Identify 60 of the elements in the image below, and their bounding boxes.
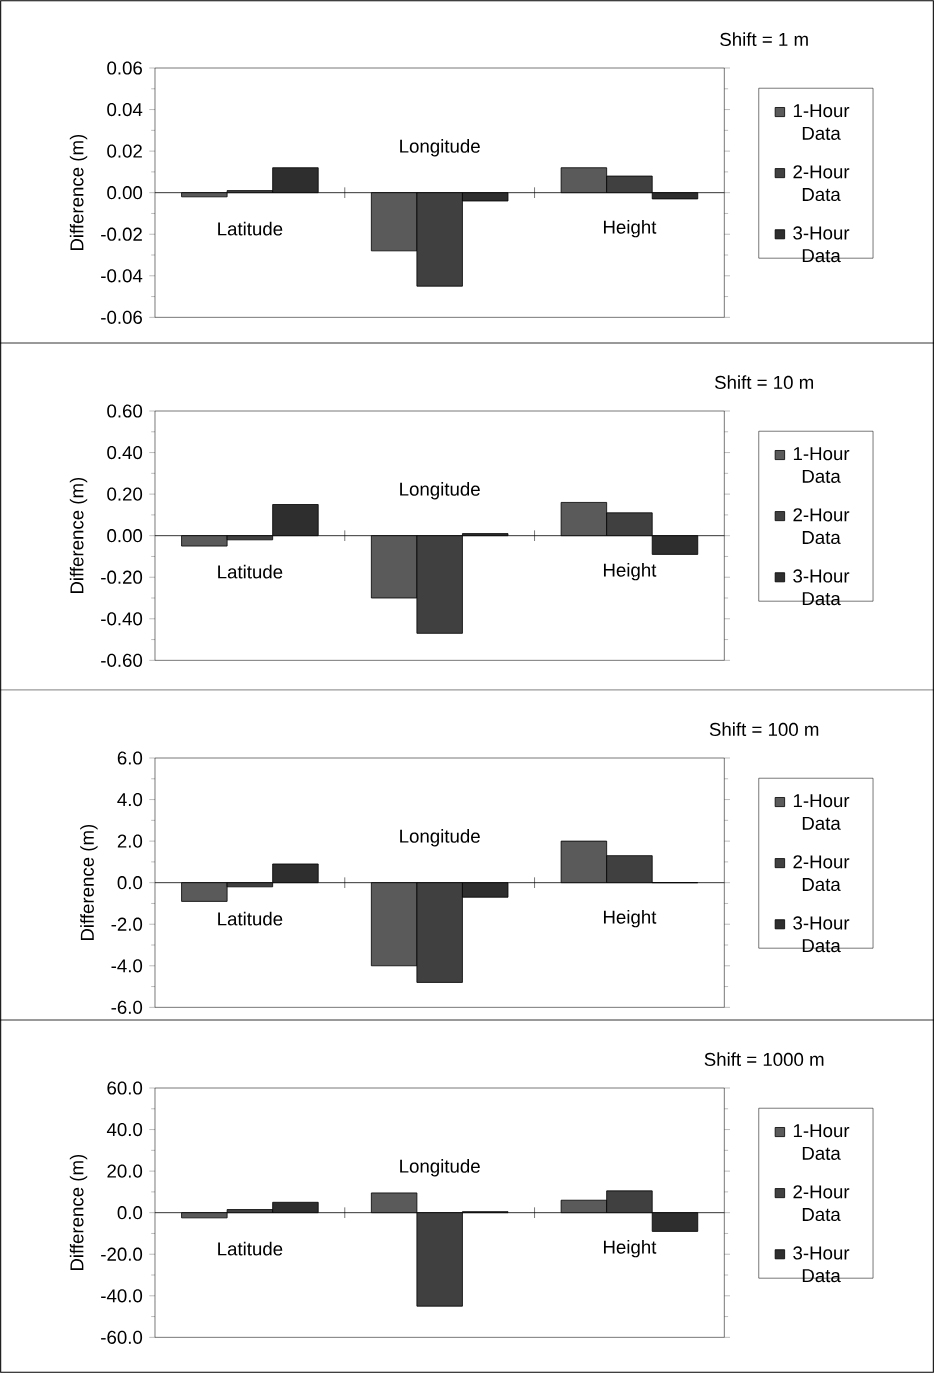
y-tick-label: -0.02 [101,227,142,241]
x-tick-label: Latitude [218,1241,283,1256]
legend-label: 3-Hour Data [793,916,850,953]
y-tick-label: -60.0 [101,1330,143,1344]
y-tick-label: 0.06 [107,61,142,75]
y-tick-label: -0.20 [101,570,143,584]
y-tick-label: 20.0 [107,1164,143,1178]
y-tick-label: -2.0 [111,917,143,931]
y-tick-label: 0.04 [107,102,143,117]
legend-label: 1-Hour Data [793,447,850,483]
legend-label: 2-Hour Data [793,855,850,892]
y-tick-label: 2.0 [117,834,143,848]
x-tick-label: Height [603,219,657,238]
text: Shift = 100 m [709,722,819,737]
x-tick-label: Longitude [400,139,480,157]
legend-label: 1-Hour Data [793,104,850,140]
y-tick-label: 0.20 [107,487,143,501]
legend-label: 2-Hour Data [793,1185,850,1222]
legend-label: 2-Hour Data [793,508,850,545]
y-tick-label: 6.0 [117,751,143,765]
legend-label: 3-Hour Data [793,569,850,606]
text: Shift = 1000 m [704,1052,824,1067]
x-tick-label: Latitude [218,221,283,236]
x-tick-label: Height [603,562,657,581]
y-tick-label: 0.40 [107,445,143,460]
y-tick-label: 0.00 [107,186,143,200]
y-axis-title: Difference (m) [69,134,88,251]
legend-label: 2-Hour Data [793,165,850,202]
legend-label: 1-Hour Data [793,1124,850,1160]
y-tick-label: 4.0 [117,792,143,807]
x-tick-label: Height [603,909,657,928]
y-tick-label: -6.0 [111,1000,143,1014]
y-tick-label: 0.0 [117,1206,143,1220]
legend-label: 3-Hour Data [793,226,850,263]
y-tick-label: 40.0 [106,1122,143,1137]
x-tick-label: Height [603,1239,657,1258]
y-tick-label: -4.0 [111,959,143,973]
text: Shift = 10 m [714,375,814,390]
x-tick-label: Latitude [218,911,283,926]
text: Shift = 1 m [720,32,808,47]
y-axis-title: Difference (m) [69,1154,88,1271]
y-axis-title: Difference (m) [69,477,88,594]
y-axis-title: Difference (m) [80,824,98,941]
x-tick-label: Longitude [400,482,480,500]
y-tick-label: -0.04 [101,269,143,283]
x-tick-label: Longitude [400,829,480,847]
y-tick-label: -20.0 [101,1247,143,1261]
legend-label: 1-Hour Data [793,794,850,830]
x-tick-label: Latitude [218,564,283,579]
y-tick-label: -0.06 [101,310,142,324]
x-tick-label: Longitude [400,1159,480,1177]
y-tick-label: 0.60 [107,404,143,418]
y-tick-label: -40.0 [101,1289,143,1303]
y-tick-label: -0.60 [101,653,143,667]
y-tick-label: 60.0 [107,1081,143,1095]
y-tick-label: 0.02 [107,144,142,158]
y-tick-label: 0.0 [117,876,143,890]
legend-label: 3-Hour Data [793,1246,850,1283]
y-tick-label: 0.00 [107,529,143,543]
y-tick-label: -0.40 [101,612,143,626]
